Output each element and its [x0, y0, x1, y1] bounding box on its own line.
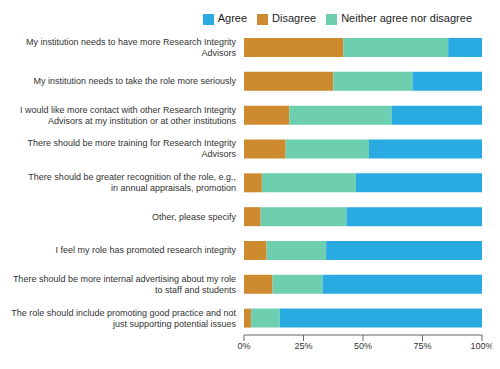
svg-text:The role should include promot: The role should include promoting good p…	[11, 308, 236, 329]
svg-text:75%: 75%	[413, 341, 431, 351]
svg-text:There should be more internal: There should be more internal advertisin…	[13, 274, 237, 295]
svg-text:My institution needs to have m: My institution needs to have more Resear…	[26, 37, 237, 58]
svg-text:Other, please specify: Other, please specify	[152, 212, 237, 222]
svg-text:50%: 50%	[354, 341, 372, 351]
svg-text:There should be greater recogn: There should be greater recognition of t…	[28, 172, 236, 193]
svg-text:I would like more contact with: I would like more contact with other Res…	[20, 105, 237, 126]
svg-text:0%: 0%	[237, 341, 250, 351]
html-text:Agree: Agree	[217, 12, 248, 24]
svg-text:100%: 100%	[470, 341, 492, 351]
svg-text:I feel my role has promoted re: I feel my role has promoted research int…	[55, 245, 236, 255]
svg-text:My institution needs to take t: My institution needs to take the role mo…	[33, 76, 236, 86]
svg-text:There should be more training: There should be more training for Resear…	[27, 138, 236, 159]
html-text:Disagree: Disagree	[272, 12, 317, 24]
html-text:Neither agree nor disagree: Neither agree nor disagree	[341, 12, 472, 24]
svg-text:25%: 25%	[294, 341, 312, 351]
